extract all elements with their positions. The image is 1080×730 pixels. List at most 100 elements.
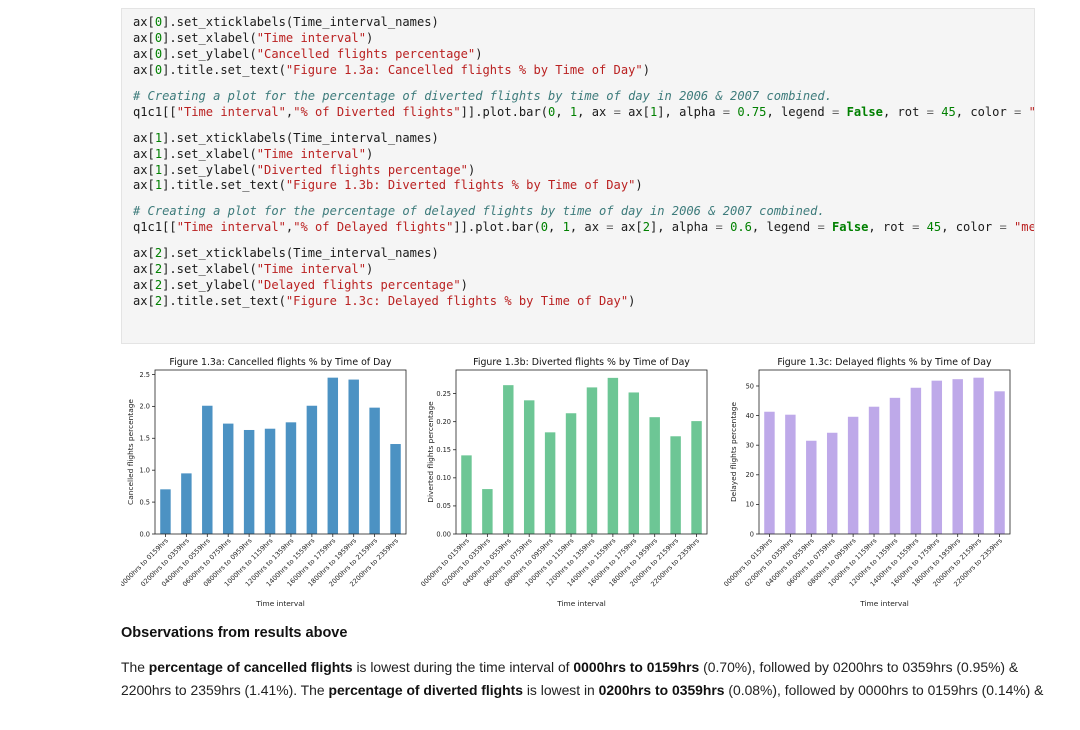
code-block: ax[0].set_xticklabels(Time_interval_name… [133,15,1034,310]
code-token: "Figure 1.3a: Cancelled flights % by Tim… [285,62,643,77]
code-token: ].set_ylabel( [162,46,257,61]
y-tick-label: 2.5 [140,371,151,379]
y-tick-label: 1.5 [140,435,151,443]
code-token: ) [467,162,476,177]
chart-title: Figure 1.3a: Cancelled flights % by Time… [169,357,392,368]
code-token: , color [955,104,1015,119]
code-line: q1c1[["Time interval","% of Diverted fli… [133,104,1034,121]
chart-bar [482,489,493,534]
code-token: ax[ [133,278,155,293]
code-token: ].set_ylabel( [162,278,257,293]
code-token: "Cancelled flights percentage" [256,46,476,61]
code-token: ], alpha [649,220,716,235]
code-token: = [817,220,825,235]
y-tick-label: 0.10 [436,474,451,482]
code-token: 1 [649,104,658,119]
code-token: False [846,104,883,119]
code-token: ax[ [133,46,155,61]
chart-bar [181,473,192,534]
code-token: 0 [154,15,163,29]
chart-bar [202,405,213,534]
chart-bar [523,400,535,534]
code-token: "Time interval" [256,146,366,161]
chart-delayed: Figure 1.3c: Delayed flights % by Time o… [724,348,1024,613]
y-tick-label: 2.0 [140,403,151,411]
code-token: # Creating a plot for the percentage of … [133,88,832,103]
y-tick-label: 0.20 [436,418,451,426]
chart-bar [973,377,984,534]
code-line: q1c1[["Time interval","% of Delayed flig… [133,220,1034,236]
code-token: 1 [154,178,163,193]
y-tick-label: 0.00 [436,530,451,538]
code-token: 0 [154,30,163,45]
code-token: 0 [154,62,163,77]
code-line: ax[2].set_xticklabels(Time_interval_name… [133,246,1034,262]
chart-bar [544,432,556,534]
chart-bar [806,440,817,534]
chart-bar [764,411,775,534]
chart-title: Figure 1.3b: Diverted flights % by Time … [473,357,690,368]
chart-bar [285,422,297,534]
code-token: "Delayed flights percentage" [256,278,461,293]
code-token: ]].plot.bar( [460,104,549,119]
code-token: ax[ [133,15,155,29]
code-token: False [832,220,869,235]
code-token: "Time interval" [176,104,286,119]
y-tick-label: 0 [750,530,754,538]
observations-heading: Observations from results above [121,625,348,641]
code-token [839,105,846,119]
code-blank-line [133,236,1034,246]
code-token: , rot [882,104,927,119]
code-token: ].title.set_text( [162,294,286,309]
code-token: ax[ [133,178,155,193]
chart-bar [847,416,859,534]
code-line: ax[0].set_xticklabels(Time_interval_name… [133,15,1034,31]
y-tick-label: 0.5 [140,498,151,506]
y-axis-label: Diverted flights percentage [426,401,435,503]
code-cell[interactable]: ax[0].set_xticklabels(Time_interval_name… [121,8,1035,344]
code-token: "mediumpu [1014,220,1034,235]
code-token: 0 [154,46,163,61]
code-token: = [1014,104,1022,119]
code-token: "medium [1029,105,1034,119]
y-tick-label: 0.25 [436,390,451,398]
y-axis-label: Cancelled flights percentage [126,399,135,505]
code-line: ax[1].set_ylabel("Diverted flights perce… [133,162,1034,179]
code-token: 1 [569,104,578,119]
plot-frame [758,369,1011,535]
code-line: ax[0].title.set_text("Figure 1.3a: Cance… [133,62,1034,79]
code-token: ]].plot.bar( [453,220,541,235]
code-line: ax[0].set_xlabel("Time interval") [133,30,1034,47]
observation-highlight: percentage of cancelled flights [148,659,353,675]
chart-bar [691,421,702,534]
code-token: ) [475,46,483,61]
code-token: ], alpha [657,104,723,119]
chart-bar [649,417,660,534]
code-token: "Figure 1.3c: Delayed flights % by Time … [285,294,629,309]
code-token: ax[ [133,294,155,309]
chart-bar [628,392,640,534]
code-token: ) [628,294,636,309]
chart-delayed-svg: Figure 1.3c: Delayed flights % by Time o… [724,357,1011,608]
observations-paragraph: The percentage of cancelled flights is l… [121,656,1051,701]
code-token: , [285,220,294,235]
observation-highlight: 0000hrs to 0159hrs [573,659,700,675]
chart-bar [607,377,619,534]
x-axis-label: Time interval [556,599,606,608]
observation-highlight: percentage of diverted flights [328,681,523,698]
code-token: # Creating a plot for the percentage of … [133,204,825,219]
observation-text: (0.08%), followed by 0000hrs to 0159hrs … [724,681,1044,698]
code-token: 2 [154,278,163,293]
code-token: ) [635,178,643,193]
code-token: ax[ [133,146,155,161]
code-token: = [613,104,621,119]
code-token: ) [366,30,374,45]
code-token: ax[ [133,130,155,145]
chart-bar [243,429,255,534]
code-token: "% of Diverted flights" [293,104,461,119]
chart-bar [889,397,901,534]
code-token: , legend [751,220,818,235]
y-tick-label: 0.05 [436,502,451,510]
code-token: ax[ [133,246,155,261]
chart-bar [586,387,598,534]
